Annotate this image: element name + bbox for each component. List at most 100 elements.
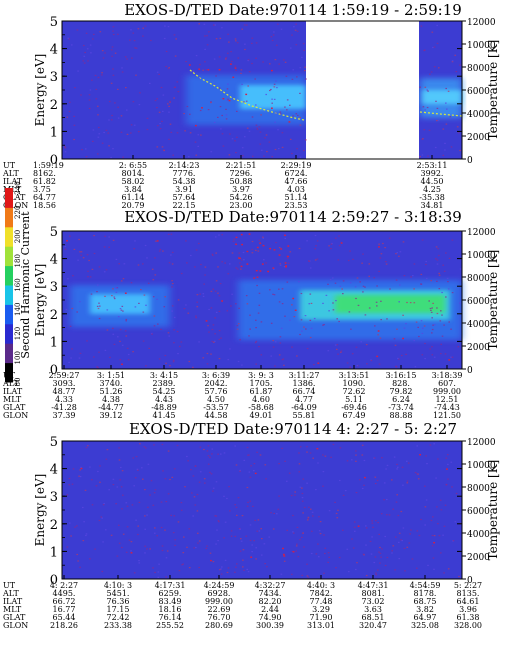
noise-speck xyxy=(298,452,300,454)
noise-speck xyxy=(169,365,171,367)
noise-speck xyxy=(148,347,150,349)
colorbar-tick-label: 180 xyxy=(14,254,22,267)
noise-speck xyxy=(362,553,365,555)
noise-speck xyxy=(255,57,257,59)
noise-speck xyxy=(91,268,94,270)
noise-speck xyxy=(139,92,141,94)
noise-speck xyxy=(126,505,129,507)
noise-speck-red xyxy=(221,300,223,302)
noise-speck xyxy=(195,249,198,251)
noise-speck xyxy=(168,67,170,69)
noise-speck xyxy=(210,473,213,475)
noise-speck xyxy=(193,547,196,549)
noise-speck xyxy=(311,530,313,532)
orbit-row-label: GLAT xyxy=(3,193,26,202)
noise-speck xyxy=(229,263,231,265)
orbit-cell: 5: 2:27 xyxy=(454,581,482,590)
panel-2-orbit-table: UT 2:59:27 3: 1:51 3: 4:15 3: 6:39 3: 9: 3 3:1… xyxy=(2,371,462,420)
noise-speck-red xyxy=(271,69,273,72)
noise-speck xyxy=(249,539,252,542)
noise-speck xyxy=(89,44,92,46)
noise-speck xyxy=(356,277,359,279)
noise-speck xyxy=(416,530,419,532)
orbit-cell: 2389. xyxy=(153,379,176,388)
noise-speck xyxy=(98,266,101,268)
orbit-row-label: GLON xyxy=(3,201,28,210)
noise-speck xyxy=(183,113,185,115)
noise-speck xyxy=(334,501,336,503)
noise-speck xyxy=(374,483,377,485)
noise-speck xyxy=(121,71,124,73)
noise-speck xyxy=(431,31,434,33)
ytick-label-left: 4 xyxy=(50,43,58,58)
colorbar-tick-label: 200 xyxy=(14,230,22,243)
noise-speck xyxy=(451,239,454,241)
noise-speck-red xyxy=(121,363,123,365)
noise-speck xyxy=(150,480,153,482)
noise-speck xyxy=(430,280,432,282)
panel-2-ylabel-right: Temperature [K] xyxy=(486,250,500,351)
noise-speck xyxy=(445,483,448,486)
noise-speck xyxy=(432,557,435,559)
noise-speck xyxy=(399,251,402,253)
noise-speck xyxy=(229,348,231,350)
noise-speck xyxy=(221,261,223,263)
noise-speck xyxy=(253,463,256,465)
noise-speck xyxy=(197,542,199,544)
orbit-cell: 23.53 xyxy=(285,201,308,210)
noise-speck xyxy=(160,501,163,503)
noise-speck xyxy=(391,550,393,552)
noise-speck xyxy=(421,138,424,140)
noise-speck xyxy=(438,288,441,290)
noise-speck xyxy=(97,105,99,107)
panel-1: EXOS-D/TED Date:970114 1:59:19 - 2:59:19… xyxy=(2,1,500,210)
noise-speck xyxy=(363,484,365,486)
orbit-cell: 4:40: 3 xyxy=(307,581,335,590)
noise-speck xyxy=(436,280,438,282)
noise-speck xyxy=(372,526,374,528)
noise-speck xyxy=(414,472,417,474)
noise-speck xyxy=(300,292,303,295)
noise-speck xyxy=(269,289,271,291)
noise-speck xyxy=(147,282,150,284)
noise-speck xyxy=(277,508,280,510)
noise-speck xyxy=(80,466,82,468)
noise-speck xyxy=(284,237,287,239)
noise-speck xyxy=(309,267,312,269)
noise-speck xyxy=(114,102,116,104)
noise-speck xyxy=(217,266,219,268)
noise-speck xyxy=(255,363,257,365)
noise-speck xyxy=(393,456,396,458)
noise-speck xyxy=(84,51,86,54)
panel-2-band-a-core xyxy=(90,294,150,314)
panel-3-plot-area xyxy=(62,441,462,579)
noise-speck xyxy=(442,154,445,156)
colorbar-tick-label: 160 xyxy=(14,278,22,291)
noise-speck-red xyxy=(234,67,237,69)
noise-speck xyxy=(252,505,254,507)
noise-speck xyxy=(330,243,333,245)
noise-speck xyxy=(293,316,296,318)
noise-speck xyxy=(200,263,202,266)
noise-speck xyxy=(243,259,245,261)
noise-speck xyxy=(279,264,282,266)
noise-speck xyxy=(299,446,302,448)
noise-speck xyxy=(221,133,224,135)
noise-speck xyxy=(379,337,382,339)
noise-speck xyxy=(286,529,288,531)
noise-speck xyxy=(341,288,343,290)
noise-speck xyxy=(286,480,288,482)
noise-speck xyxy=(348,311,351,313)
noise-speck xyxy=(180,509,183,511)
orbit-cell: 37.39 xyxy=(53,411,76,420)
noise-speck xyxy=(420,273,423,275)
noise-speck xyxy=(137,525,139,527)
noise-speck xyxy=(157,576,160,578)
noise-speck-red xyxy=(241,243,243,246)
noise-speck xyxy=(85,446,88,449)
noise-speck xyxy=(135,74,137,76)
noise-speck xyxy=(89,558,91,560)
noise-speck xyxy=(117,106,119,108)
noise-speck xyxy=(221,27,223,29)
noise-speck xyxy=(414,366,417,368)
